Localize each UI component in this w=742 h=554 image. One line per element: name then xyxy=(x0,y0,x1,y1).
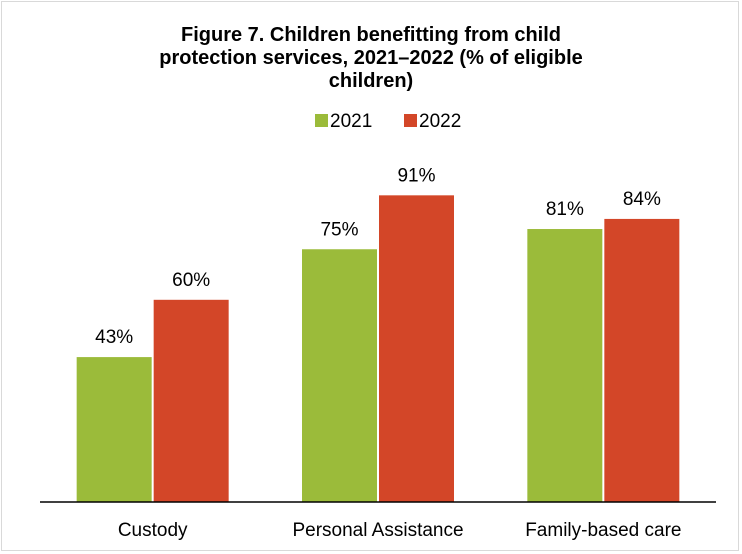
data-label-2022-1: 91% xyxy=(397,165,435,186)
category-label-1: Personal Assistance xyxy=(292,520,463,541)
data-label-2021-0: 43% xyxy=(95,327,133,348)
bar-2022-1 xyxy=(379,195,454,502)
category-label-0: Custody xyxy=(118,520,188,541)
data-label-2022-0: 60% xyxy=(172,270,210,291)
legend: 2021 2022 xyxy=(315,111,461,132)
bar-2021-0 xyxy=(76,357,152,502)
plot-area: 43% 60% Custody 75% 91% Personal Assistance 81… xyxy=(76,165,681,541)
chart-title-line-2: protection services, 2021–2022 (% of eli… xyxy=(159,47,583,69)
category-label-2: Family-based care xyxy=(525,520,681,541)
data-label-2021-1: 75% xyxy=(320,219,358,240)
chart-title-line-1: Figure 7. Children benefitting from chil… xyxy=(180,24,561,46)
bar-2021-2 xyxy=(527,229,603,502)
legend-label-2021: 2021 xyxy=(330,111,372,132)
chart-title: Figure 7. Children benefitting from chil… xyxy=(0,24,742,93)
bar-2021-1 xyxy=(302,249,377,502)
legend-label-2022: 2022 xyxy=(419,111,461,132)
data-label-2022-2: 84% xyxy=(623,189,661,210)
legend-swatch-2022 xyxy=(404,114,417,127)
legend-swatch-2021 xyxy=(315,114,328,127)
chart-title-line-3: children) xyxy=(328,70,414,92)
bar-2022-0 xyxy=(153,299,229,502)
bar-2022-2 xyxy=(604,218,680,503)
data-label-2021-2: 81% xyxy=(546,199,584,220)
